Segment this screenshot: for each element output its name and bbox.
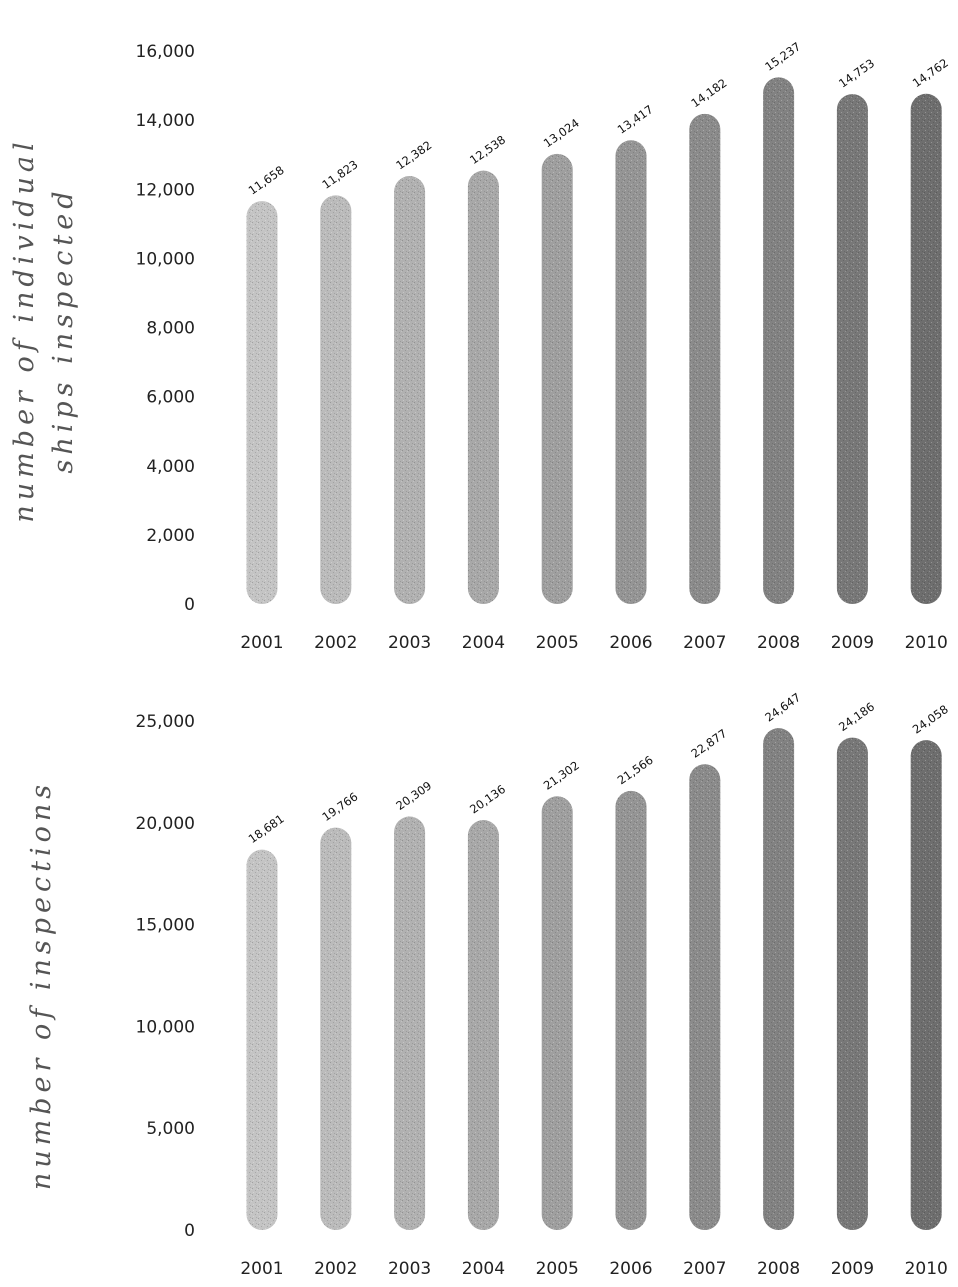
y-axis-title: number of individual	[9, 137, 40, 522]
x-tick-label: 2008	[757, 1259, 800, 1279]
y-tick-label: 15,000	[136, 916, 195, 936]
y-tick-label: 16,000	[136, 42, 195, 62]
y-tick-label: 12,000	[136, 180, 195, 200]
data-label: 14,182	[688, 76, 729, 111]
x-tick-label: 2008	[757, 633, 800, 653]
data-label: 21,302	[541, 758, 582, 793]
y-tick-label: 25,000	[136, 712, 195, 732]
y-tick-label: 2,000	[146, 526, 195, 546]
x-tick-label: 2010	[905, 633, 948, 653]
y-axis-title: ships inspected	[48, 187, 79, 474]
bar-texture	[689, 113, 721, 604]
data-label: 21,566	[615, 753, 656, 788]
bar-texture	[246, 201, 278, 604]
y-tick-label: 4,000	[146, 457, 195, 477]
x-tick-label: 2007	[683, 633, 726, 653]
bar-texture	[689, 764, 721, 1230]
bar-texture	[541, 153, 573, 604]
data-label: 19,766	[319, 789, 360, 824]
x-tick-label: 2003	[388, 633, 431, 653]
bar-texture	[394, 816, 426, 1230]
data-label: 13,024	[541, 116, 582, 151]
data-label: 11,823	[319, 157, 360, 192]
x-tick-label: 2006	[609, 633, 652, 653]
inspections-chart: 0 5,000 10,000 15,000 20,000 25,000 number of …	[26, 690, 951, 1279]
data-label: 12,382	[393, 138, 434, 173]
bar-texture	[320, 195, 352, 605]
x-tick-label: 2001	[240, 1259, 283, 1279]
data-label: 24,058	[910, 702, 951, 737]
data-label: 14,753	[836, 56, 877, 91]
bar-texture	[763, 77, 795, 604]
bar-texture	[394, 176, 426, 604]
y-tick-label: 8,000	[146, 319, 195, 339]
x-tick-label: 2007	[683, 1259, 726, 1279]
ships-inspected-chart: 0 2,000 4,000 6,000 8,000 10,000 12,000 14,000 1…	[9, 39, 951, 653]
x-tick-label: 2004	[462, 633, 505, 653]
y-tick-label: 20,000	[136, 814, 195, 834]
data-label: 22,877	[688, 726, 729, 761]
y-axis-title: number of inspections	[26, 780, 57, 1190]
data-label: 15,237	[762, 39, 803, 74]
x-tick-label: 2001	[240, 633, 283, 653]
y-tick-label: 6,000	[146, 388, 195, 408]
x-tick-label: 2009	[831, 633, 874, 653]
x-tick-label: 2004	[462, 1259, 505, 1279]
data-label: 24,186	[836, 699, 877, 734]
bar-texture	[836, 94, 868, 605]
data-label: 11,658	[246, 163, 287, 198]
bar-texture	[836, 737, 868, 1230]
bar-texture	[910, 740, 942, 1230]
y-tick-label: 14,000	[136, 111, 195, 131]
x-tick-label: 2006	[609, 1259, 652, 1279]
data-label: 20,136	[467, 782, 508, 817]
y-tick-label: 0	[184, 595, 195, 615]
data-label: 18,681	[246, 812, 287, 847]
x-tick-label: 2005	[536, 1259, 579, 1279]
x-tick-label: 2009	[831, 1259, 874, 1279]
bar-texture	[246, 849, 278, 1230]
y-tick-label: 10,000	[136, 1017, 195, 1037]
x-tick-label: 2010	[905, 1259, 948, 1279]
x-tick-label: 2003	[388, 1259, 431, 1279]
bar-texture	[541, 796, 573, 1230]
data-label: 13,417	[615, 102, 656, 137]
x-tick-label: 2002	[314, 1259, 357, 1279]
x-tick-label: 2002	[314, 633, 357, 653]
bar-texture	[615, 140, 647, 604]
data-label: 12,538	[467, 133, 508, 168]
y-tick-label: 10,000	[136, 249, 195, 269]
bar-texture	[615, 790, 647, 1230]
bar-texture	[467, 820, 499, 1230]
data-label: 24,647	[762, 690, 803, 725]
data-label: 14,762	[910, 56, 951, 91]
x-tick-label: 2005	[536, 633, 579, 653]
y-tick-label: 5,000	[146, 1119, 195, 1139]
y-tick-label: 0	[184, 1221, 195, 1241]
bar-texture	[320, 827, 352, 1230]
data-label: 20,309	[393, 778, 434, 813]
bar-texture	[763, 728, 795, 1230]
bar-texture	[910, 93, 942, 604]
bar-texture	[467, 170, 499, 604]
